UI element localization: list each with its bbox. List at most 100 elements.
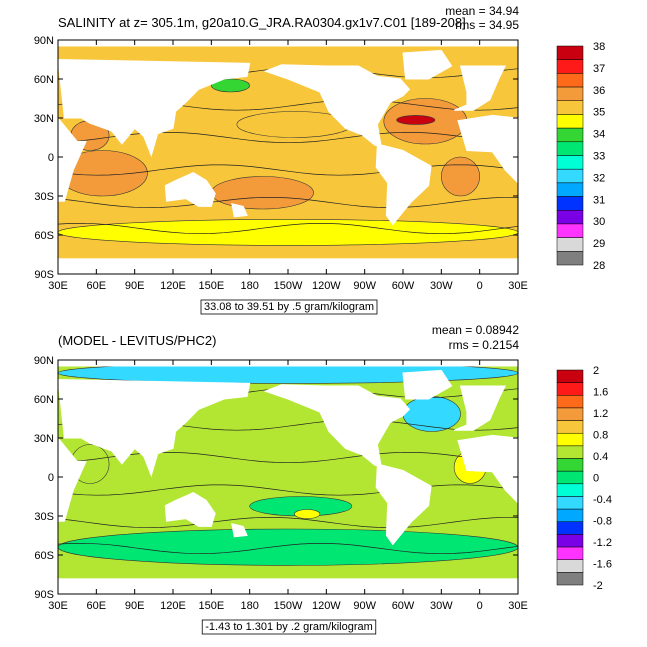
colorbar-swatch [556, 86, 584, 101]
range-box [200, 299, 378, 315]
colorbar-swatch [556, 470, 584, 485]
contour-line-3 [57, 451, 519, 464]
colorbar-swatch [556, 496, 584, 510]
x-tick-label: 180 [240, 280, 258, 292]
colorbar-swatch [556, 445, 584, 459]
colorbar-swatch [556, 127, 584, 143]
land-mask-4 [375, 143, 432, 226]
land-mask-3 [263, 64, 411, 148]
colorbar-label: 1.2 [593, 408, 608, 420]
colorbar-swatch [556, 483, 584, 497]
colorbar-swatch [556, 251, 584, 266]
x-tick-label: 90E [125, 600, 145, 612]
colorbar-swatch [556, 420, 584, 434]
colorbar-label: 0.8 [593, 430, 608, 442]
colorbar-label: 33 [593, 151, 605, 163]
colorbar-swatch [556, 407, 584, 421]
colorbar-swatch [556, 382, 584, 396]
y-tick-label: 0 [48, 472, 54, 484]
colorbar-label: -0.4 [593, 494, 612, 506]
panel-1: 30E 60E 90E 120E 150E 180 150W 120W 90W 60W 30W 0 30… [34, 4, 605, 315]
x-tick-label: 120E [160, 280, 186, 292]
x-tick-label: 30W [430, 280, 453, 292]
colorbar-swatch [556, 223, 584, 238]
land-mask-1 [57, 378, 251, 478]
colorbar-swatch [556, 395, 584, 409]
stat-rms: rms = 34.95 [455, 18, 519, 32]
contour-line-0 [57, 542, 519, 555]
field-patch-2 [211, 176, 314, 210]
x-tick-label: 30E [508, 600, 528, 612]
y-tick-label: 90S [34, 269, 54, 281]
colorbar-swatch [556, 182, 584, 197]
colorbar-label: -1.2 [593, 537, 612, 549]
chart-title: SALINITY at z= 305.1m, g20a10.G_JRA.RA03… [58, 15, 466, 30]
x-tick-label: 0 [477, 600, 483, 612]
colorbar-label: 37 [593, 63, 605, 75]
field-patch-7 [211, 78, 250, 93]
colorbar-swatch [556, 168, 584, 184]
y-tick-label: 30N [34, 113, 54, 125]
colorbar-label: 0 [593, 473, 599, 485]
x-tick-label: 60E [87, 600, 107, 612]
x-tick-label: 60W [392, 600, 415, 612]
land-mask-8 [231, 203, 248, 218]
range-label: 33.08 to 39.51 by .5 gram/kilogram [204, 301, 374, 313]
x-tick-label: 150W [274, 600, 303, 612]
contour-line-1 [57, 516, 519, 529]
colorbar-swatch [556, 534, 584, 548]
colorbar-swatch [556, 141, 584, 156]
land-mask-4 [375, 463, 432, 546]
colorbar-swatch [556, 155, 584, 170]
y-tick-label: 90S [34, 589, 54, 601]
land-mask-6 [453, 65, 507, 111]
field-patch-4 [402, 396, 461, 432]
colorbar-swatch [556, 559, 584, 573]
contour-line-2 [57, 484, 519, 496]
colorbar-swatch [556, 210, 584, 225]
colorbar-label: 30 [593, 216, 605, 228]
colorbar-label: 36 [593, 85, 605, 97]
contour-line-0 [57, 222, 519, 235]
colorbar-label: -0.8 [593, 516, 612, 528]
field-patch-2 [294, 509, 321, 519]
colorbar-label: 35 [593, 107, 605, 119]
y-tick-label: 30S [34, 511, 54, 523]
y-tick-label: 60N [34, 74, 54, 86]
x-tick-label: 150E [198, 280, 224, 292]
x-tick-label: 90W [353, 600, 376, 612]
colorbar-swatch [556, 73, 584, 88]
colorbar-swatch [556, 237, 584, 252]
y-tick-label: 90N [34, 35, 54, 47]
land-mask-1 [57, 58, 251, 158]
land-mask-6 [453, 385, 507, 431]
x-tick-label: 90E [125, 280, 145, 292]
field-patch-6 [396, 115, 436, 125]
y-tick-label: 60N [34, 394, 54, 406]
colorbar-swatch [556, 100, 584, 115]
colorbar-swatch [556, 196, 584, 211]
colorbar-swatch [556, 458, 584, 472]
colorbar-swatch [556, 59, 584, 74]
panel-2: 30E 60E 90E 120E 150E 180 150W 120W 90W 60W 30W 0 30… [34, 323, 612, 635]
x-tick-label: 60E [87, 280, 107, 292]
land-mask-2 [164, 492, 216, 527]
x-tick-label: 120W [312, 280, 341, 292]
colorbar-label: 34 [593, 129, 605, 141]
colorbar-label: -1.6 [593, 559, 612, 571]
x-tick-label: 120E [160, 600, 186, 612]
colorbar-label: 38 [593, 41, 605, 53]
stat-mean: mean = 0.08942 [432, 323, 519, 337]
x-tick-label: 150W [274, 280, 303, 292]
range-box [201, 619, 377, 635]
x-tick-label: 30W [430, 600, 453, 612]
colorbar-label: 28 [593, 260, 605, 272]
colorbar-label: 1.6 [593, 387, 608, 399]
x-tick-label: 60W [392, 280, 415, 292]
x-tick-label: 120W [312, 600, 341, 612]
land-mask-5 [402, 369, 453, 400]
x-tick-label: 30E [48, 600, 68, 612]
land-mask-3 [263, 384, 411, 468]
colorbar-label: 29 [593, 238, 605, 250]
